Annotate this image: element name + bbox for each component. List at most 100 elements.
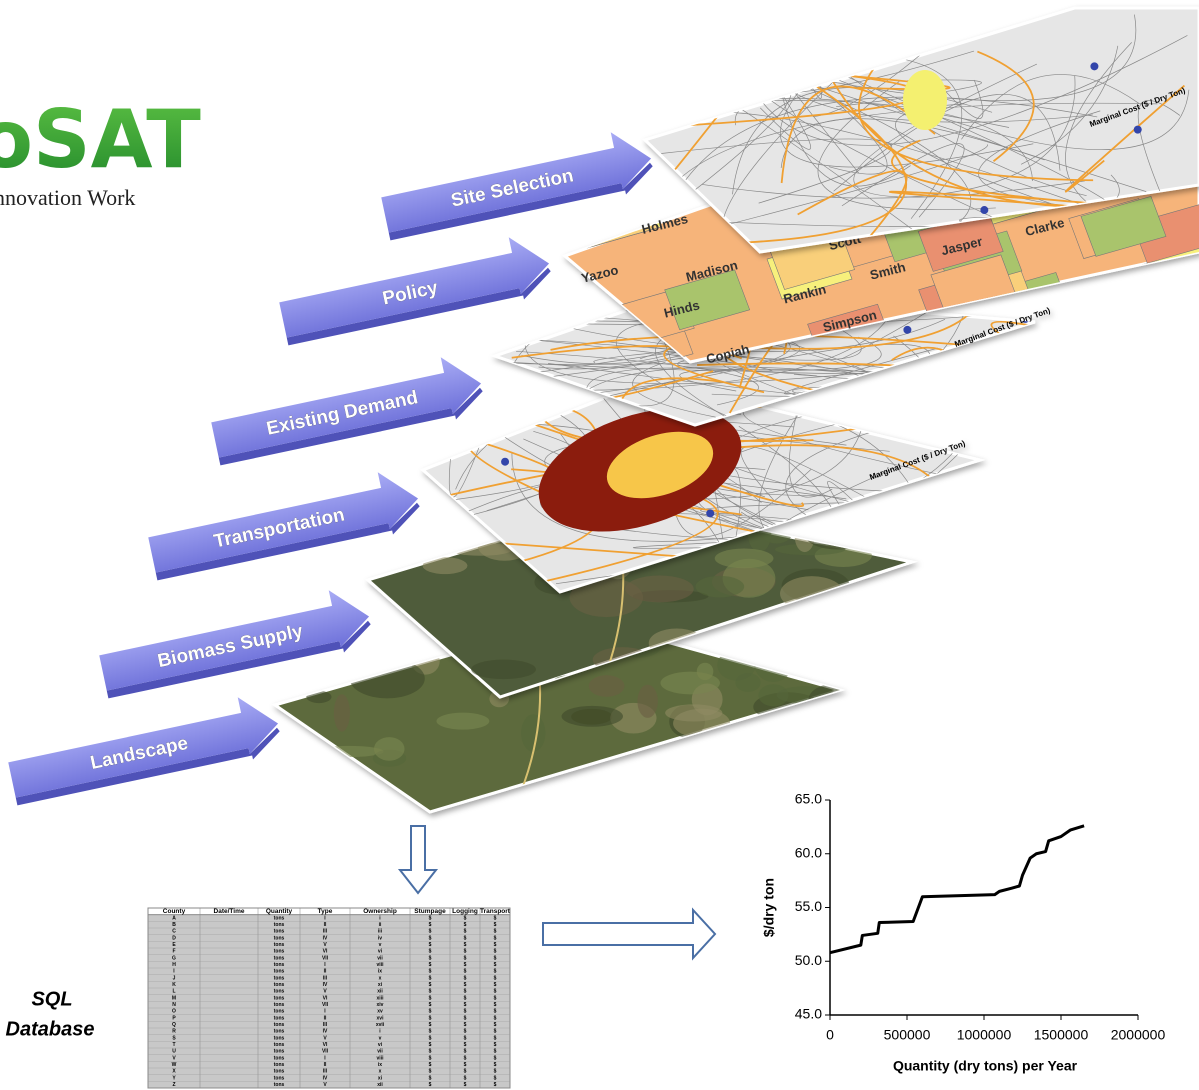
road — [833, 94, 1061, 192]
table-cell: tons — [274, 1075, 285, 1081]
county — [1097, 282, 1184, 344]
table-cell: B — [172, 922, 176, 928]
y-tick-label: 60.0 — [795, 844, 822, 860]
vegetation — [695, 575, 745, 598]
table-header: County — [163, 908, 186, 915]
table-cell: $ — [494, 1055, 497, 1061]
table-cell: V — [323, 989, 327, 995]
arrow-body — [148, 472, 419, 573]
road — [1020, 45, 1119, 165]
table-cell: F — [172, 949, 175, 955]
vegetation — [735, 672, 761, 692]
table-cell: tons — [274, 1069, 285, 1075]
arrow-side — [15, 727, 280, 806]
table-cell: iii — [378, 929, 383, 935]
vegetation — [769, 737, 824, 766]
county — [664, 269, 751, 331]
interstate — [1133, 125, 1142, 134]
table-cell: O — [172, 1009, 176, 1015]
interstate — [940, 405, 949, 414]
table-cell: $ — [464, 1009, 467, 1015]
table-cell: $ — [429, 1049, 432, 1055]
table-cell: i — [379, 1029, 381, 1035]
table-cell: III — [323, 929, 328, 935]
table-cell: $ — [494, 1022, 497, 1028]
table-cell: VII — [322, 1002, 329, 1008]
table-cell: ii — [379, 922, 382, 928]
table-cell: ix — [378, 969, 382, 975]
table-cell: VI — [323, 995, 328, 1001]
highway — [977, 50, 1035, 162]
table-cell: W — [172, 1062, 177, 1068]
table-cell: M — [172, 995, 176, 1001]
table-cell: xiv — [377, 1002, 384, 1008]
table-cell: $ — [464, 989, 467, 995]
vegetation — [839, 642, 894, 674]
table-cell: VII — [322, 955, 329, 961]
vegetation — [314, 745, 384, 758]
table-cell: tons — [274, 1002, 285, 1008]
interstate — [842, 49, 851, 58]
table-cell: tons — [274, 935, 285, 941]
table-cell: $ — [494, 922, 497, 928]
table-cell: III — [323, 1069, 328, 1075]
road — [817, 81, 996, 211]
vegetation — [818, 616, 865, 653]
county — [1044, 309, 1130, 362]
table-cell: $ — [429, 1029, 432, 1035]
table-cell: $ — [429, 969, 432, 975]
table-cell: $ — [429, 1009, 432, 1015]
table-cell: $ — [429, 935, 432, 941]
table-cell: $ — [494, 1082, 497, 1088]
layer-arrow: Existing Demand — [211, 357, 483, 466]
table-cell: $ — [429, 1042, 432, 1048]
table-cell: $ — [464, 1015, 467, 1021]
vegetation — [769, 633, 813, 670]
table-cell: $ — [429, 1035, 432, 1041]
highway — [621, 377, 723, 400]
vegetation — [769, 618, 808, 639]
table-cell: V — [323, 1035, 327, 1041]
vegetation — [718, 788, 744, 812]
table-cell: VII — [322, 1049, 329, 1055]
right-arrow — [542, 907, 717, 961]
table-cell: tons — [274, 1015, 285, 1021]
vegetation — [588, 675, 625, 697]
table-cell: tons — [274, 1055, 285, 1061]
chart: 45.0 50.0 55.0 60.0 65.0 0 500000 1000000 150000… — [761, 791, 1166, 1074]
vegetation — [373, 737, 405, 761]
arrow-body — [99, 590, 370, 691]
table-cell: $ — [464, 929, 467, 935]
table-cell: VI — [323, 1042, 328, 1048]
interstate — [980, 206, 989, 215]
table-cell: v — [379, 1035, 382, 1041]
table-cell: $ — [429, 1082, 432, 1088]
vegetation — [625, 575, 694, 603]
cost-zone — [606, 431, 714, 499]
table-cell: S — [172, 1035, 176, 1041]
table-cell: tons — [274, 1029, 285, 1035]
table-cell: iv — [378, 935, 382, 941]
table-cell: I — [324, 1009, 326, 1015]
table-cell: v — [379, 942, 382, 948]
table-cell: III — [323, 1022, 328, 1028]
arrow-body — [211, 357, 482, 458]
table-cell: IV — [323, 1029, 328, 1035]
layer-arrow: Landscape — [8, 697, 280, 806]
table-cell: II — [324, 1015, 327, 1021]
table-cell: x — [379, 975, 382, 981]
table-cell: $ — [494, 969, 497, 975]
table-cell: $ — [494, 1029, 497, 1035]
table-cell: $ — [494, 949, 497, 955]
table-cell: $ — [464, 975, 467, 981]
table-cell: X — [172, 1069, 176, 1075]
vegetation — [569, 577, 644, 618]
table-cell: $ — [494, 995, 497, 1001]
table-cell: II — [324, 1062, 327, 1068]
table-cell: tons — [274, 989, 285, 995]
table-cell: xvi — [377, 1015, 385, 1021]
table-cell: tons — [274, 982, 285, 988]
site-zone — [903, 70, 947, 130]
table-cell: $ — [429, 949, 432, 955]
y-tick-label: 50.0 — [795, 952, 822, 968]
